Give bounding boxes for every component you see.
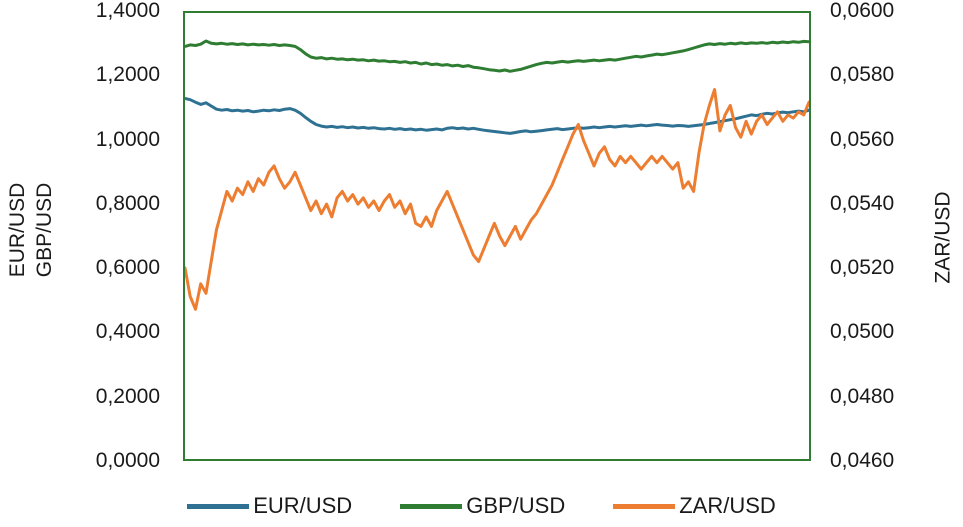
right-axis-tick-label: 0,0520 [830,256,895,280]
legend-label: ZAR/USD [679,493,776,518]
legend-label: EUR/USD [253,493,353,518]
chart-canvas [185,39,809,311]
legend-line-swatch [613,503,676,509]
left-axis-tick-labels: 1,4000 1,2000 1,0000 0,8000 0,6000 0,4000 0,20… [0,0,160,527]
right-axis-tick-label: 0,0600 [830,0,895,22]
left-axis-tick-label: 1,2000 [95,63,160,87]
left-axis-tick-label: 0,4000 [95,320,160,344]
right-axis-tick-label: 0,0540 [830,191,895,215]
left-axis-tick-label: 0,6000 [95,256,160,280]
legend-line-swatch [400,503,463,509]
legend-line-swatch [187,503,250,509]
legend-item-zar-usd: ZAR/USD [613,492,776,520]
left-axis-tick-label: 0,8000 [95,191,160,215]
legend-item-eur-usd: EUR/USD [187,492,352,520]
left-axis-tick-label: 0,0000 [95,449,160,472]
plot-area [183,11,811,461]
zar-usd-line [185,88,809,311]
legend: EUR/USD GBP/USD ZAR/USD [0,492,963,520]
right-axis-tick-label: 0,0580 [830,63,895,87]
left-axis-tick-label: 1,4000 [95,0,160,22]
legend-item-gbp-usd: GBP/USD [400,492,565,520]
right-axis-tick-label: 0,0560 [830,127,895,151]
right-axis-tick-labels: 0,0600 0,0580 0,0560 0,0540 0,0520 0,0500 0,04… [830,0,960,527]
left-axis-tick-label: 1,0000 [95,127,160,151]
right-axis-tick-label: 0,0460 [830,449,895,472]
gbp-usd-line [185,39,809,73]
left-axis-tick-label: 0,2000 [95,384,160,408]
right-axis-tick-label: 0,0480 [830,384,895,408]
right-axis-tick-label: 0,0500 [830,320,895,344]
legend-label: GBP/USD [466,493,566,518]
right-axis-title-text: ZAR/USD [931,191,955,284]
right-axis-title: ZAR/USD [930,128,957,348]
